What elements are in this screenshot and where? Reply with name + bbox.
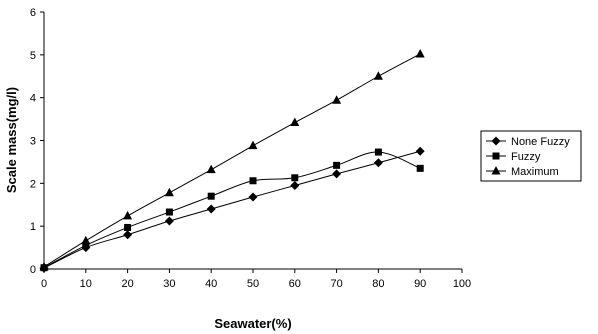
x-tick-label: 60: [289, 278, 301, 290]
data-point-none-fuzzy: [290, 180, 300, 190]
x-tick-label: 30: [163, 278, 175, 290]
x-tick-label: 40: [205, 278, 217, 290]
data-point-fuzzy: [333, 161, 341, 169]
y-axis-title: Scale mass(mg/l): [4, 87, 19, 193]
data-point-maximum: [248, 140, 258, 150]
x-tick-label: 100: [453, 278, 471, 290]
series-maximum: [39, 48, 425, 271]
data-point-maximum: [164, 187, 174, 197]
series-none-fuzzy: [39, 146, 425, 273]
series-fuzzy: [40, 148, 424, 272]
x-tick-label: 80: [372, 278, 384, 290]
x-tick-label: 70: [330, 278, 342, 290]
x-tick-label: 90: [414, 278, 426, 290]
y-tick-label: 6: [30, 7, 36, 19]
data-point-maximum: [373, 71, 383, 80]
legend-marker-maximum: [491, 166, 501, 175]
x-axis-title: Seawater(%): [214, 316, 291, 331]
data-point-fuzzy: [416, 164, 424, 172]
data-point-none-fuzzy: [123, 230, 133, 240]
data-point-maximum: [206, 164, 216, 174]
data-point-maximum: [415, 48, 425, 58]
data-point-maximum: [332, 95, 342, 104]
x-tick-label: 50: [247, 278, 259, 290]
y-tick-label: 4: [30, 93, 36, 105]
data-point-fuzzy: [165, 208, 173, 216]
data-point-fuzzy: [207, 192, 215, 200]
data-point-fuzzy: [82, 241, 90, 249]
x-tick-label: 10: [80, 278, 92, 290]
data-point-fuzzy: [374, 148, 382, 156]
series-line-none-fuzzy: [43, 150, 421, 269]
legend: None Fuzzy Fuzzy Maximum: [480, 130, 582, 182]
data-point-fuzzy: [249, 177, 257, 185]
data-point-fuzzy: [124, 223, 132, 231]
data-point-none-fuzzy: [415, 146, 425, 156]
y-tick-label: 3: [30, 136, 36, 148]
data-point-none-fuzzy: [248, 192, 258, 202]
data-point-fuzzy: [291, 174, 299, 182]
data-point-none-fuzzy: [206, 204, 216, 214]
data-point-maximum: [123, 210, 133, 220]
legend-marker-none-fuzzy: [491, 136, 501, 146]
series-line-fuzzy: [43, 151, 421, 269]
data-point-none-fuzzy: [332, 169, 342, 179]
y-tick-label: 1: [30, 221, 36, 233]
x-tick-label: 0: [41, 278, 47, 290]
data-point-none-fuzzy: [164, 216, 174, 226]
data-point-maximum: [39, 261, 49, 271]
legend-marker-fuzzy: [492, 152, 500, 160]
data-point-maximum: [290, 117, 300, 127]
legend-label-fuzzy: Fuzzy: [511, 151, 541, 163]
series-line-maximum: [43, 53, 421, 268]
legend-label-maximum: Maximum: [511, 166, 559, 178]
x-tick-label: 20: [121, 278, 133, 290]
y-tick-label: 5: [30, 50, 36, 62]
y-tick-label: 0: [30, 264, 36, 276]
data-point-maximum: [81, 235, 91, 245]
data-point-none-fuzzy: [373, 158, 383, 168]
y-tick-label: 2: [30, 178, 36, 190]
legend-label-none-fuzzy: None Fuzzy: [511, 136, 570, 148]
